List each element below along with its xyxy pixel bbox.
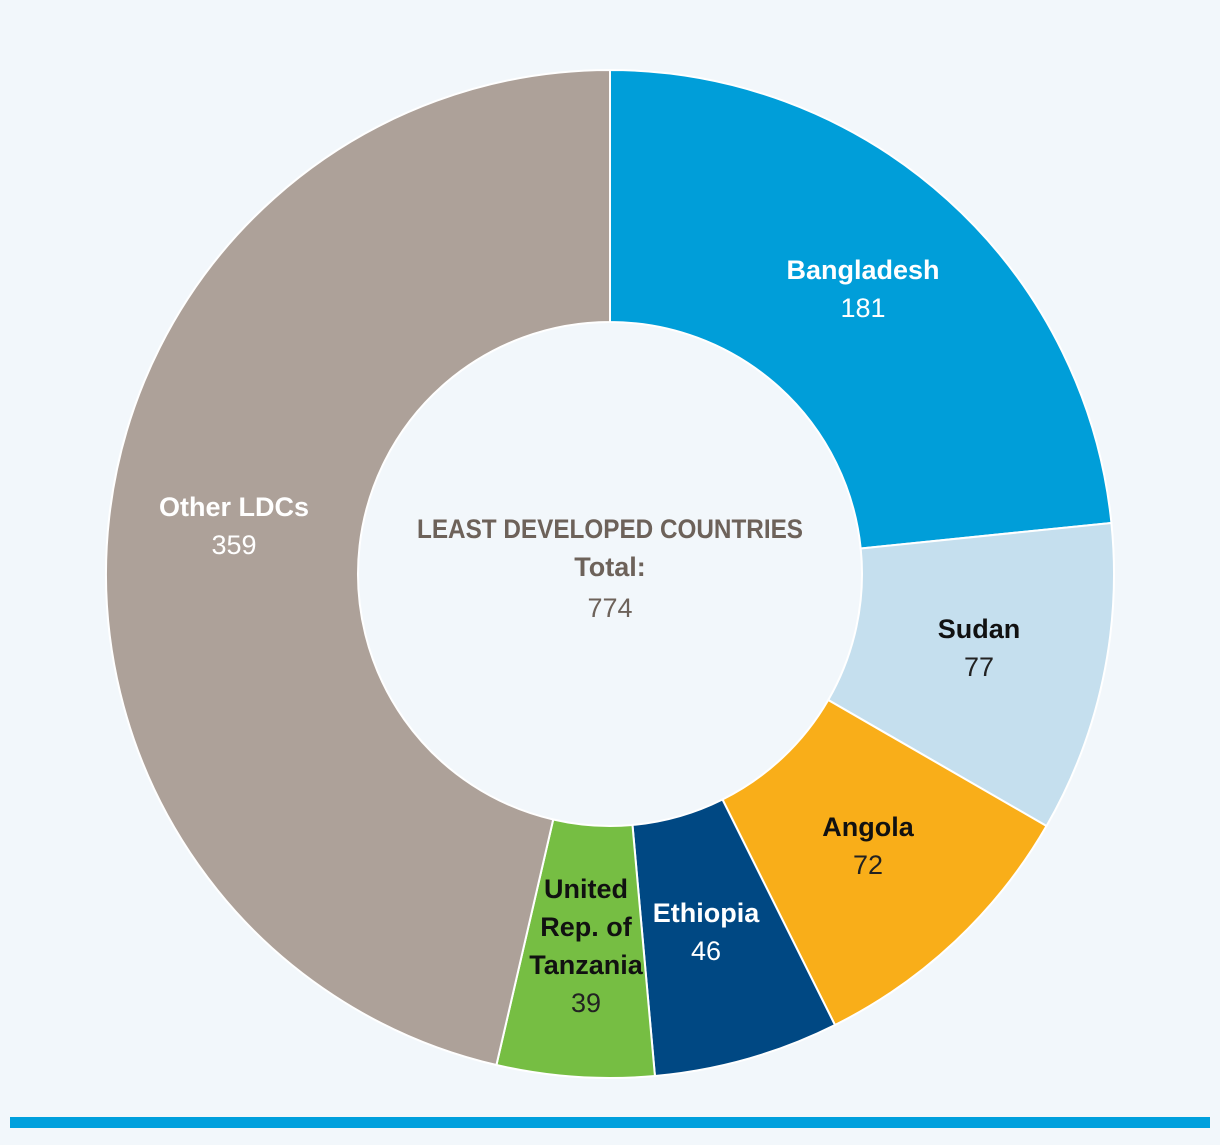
- labels-group: Bangladesh 181 Sudan 77 Angola 72 Ethiopia 46 Un…: [159, 255, 1020, 1018]
- center-total: 774: [587, 593, 632, 623]
- center-subtitle: Total:: [574, 552, 645, 582]
- slice-label-bangladesh: Bangladesh: [786, 255, 939, 285]
- slice-value-bangladesh: 181: [840, 293, 885, 323]
- slice-label-ethiopia: Ethiopia: [653, 898, 760, 928]
- slice-label-united-rep-of-tanzania-line-2: Rep. of: [540, 912, 633, 942]
- slice-value-sudan: 77: [964, 652, 994, 682]
- center-label: LEAST DEVELOPED COUNTRIES Total: 774: [417, 514, 803, 623]
- slice-bangladesh: [609, 68, 1113, 550]
- center-title: LEAST DEVELOPED COUNTRIES: [417, 514, 803, 544]
- slices-group: [105, 68, 1115, 1079]
- slice-value-ethiopia: 46: [691, 936, 721, 966]
- slice-label-sudan: Sudan: [938, 614, 1021, 644]
- slice-value-other-ldcs: 359: [211, 530, 256, 560]
- slice-sudan: [826, 521, 1115, 828]
- slice-label-united-rep-of-tanzania-line-3: Tanzania: [529, 950, 644, 980]
- bottom-accent-rule: [10, 1117, 1210, 1128]
- slice-value-united-rep-of-tanzania: 39: [571, 988, 601, 1018]
- slice-other-ldcs: [105, 68, 611, 1067]
- slice-value-angola: 72: [853, 850, 883, 880]
- slice-label-angola: Angola: [822, 812, 914, 842]
- slice-label-united-rep-of-tanzania-line-1: United: [544, 874, 628, 904]
- slice-label-other-ldcs: Other LDCs: [159, 492, 309, 522]
